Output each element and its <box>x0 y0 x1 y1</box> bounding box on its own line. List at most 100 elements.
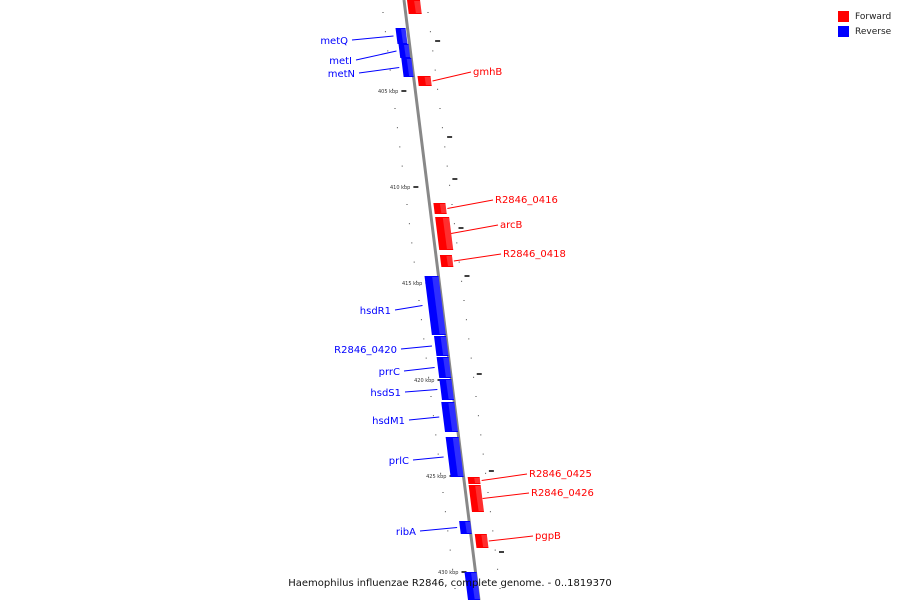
gene-label[interactable]: R2846_0425 <box>529 469 592 480</box>
gene-block[interactable] <box>467 477 481 484</box>
minor-dot <box>432 415 434 417</box>
minor-dot <box>451 204 453 205</box>
forward-swatch <box>838 11 849 22</box>
gene-leader-line <box>355 50 397 61</box>
minor-dot <box>408 223 410 225</box>
gene-leader-line <box>488 535 534 542</box>
gene-label[interactable]: gmhB <box>473 67 502 78</box>
minor-dot <box>428 376 430 378</box>
gene-leader-line <box>412 456 444 461</box>
gene-block[interactable] <box>439 379 454 400</box>
minor-dot <box>444 511 446 513</box>
gene-highlight <box>474 478 481 483</box>
gene-leader-line <box>404 389 438 393</box>
gene-block[interactable] <box>417 76 432 86</box>
minor-dot <box>441 127 443 129</box>
gene-highlight <box>424 77 432 85</box>
minor-dot <box>442 492 444 493</box>
gene-block[interactable] <box>436 357 452 378</box>
gene-block[interactable] <box>441 402 458 432</box>
gene-leader-line <box>419 527 458 532</box>
gene-block[interactable] <box>424 276 446 335</box>
gene-highlight <box>445 380 454 399</box>
minor-dot <box>463 300 465 301</box>
gene-block[interactable] <box>459 521 472 534</box>
gene-label[interactable]: hsdS1 <box>370 388 401 399</box>
gene-block[interactable] <box>434 336 449 356</box>
gene-block[interactable] <box>464 572 481 600</box>
minor-dot <box>440 472 442 474</box>
gene-block[interactable] <box>435 217 454 250</box>
gene-highlight <box>401 29 408 43</box>
gene-highlight <box>452 438 464 476</box>
minor-dot <box>473 376 475 378</box>
minor-dot <box>444 146 446 148</box>
gene-leader-line <box>358 67 400 74</box>
tick-label: 430 kbp <box>438 570 458 576</box>
gene-label[interactable]: metQ <box>320 36 348 47</box>
minor-dot <box>452 568 454 570</box>
minor-dot <box>453 223 455 225</box>
minor-dot <box>434 69 436 71</box>
gene-highlight <box>404 45 411 57</box>
minor-dot <box>492 530 494 532</box>
minor-dot <box>494 549 496 551</box>
minor-dot <box>465 319 467 321</box>
minor-dot <box>394 108 396 109</box>
gene-label[interactable]: R2846_0418 <box>503 249 566 260</box>
tick-label: 405 kbp <box>378 89 398 95</box>
gene-label[interactable]: metI <box>329 56 352 67</box>
minor-dot <box>446 165 448 167</box>
gene-block[interactable] <box>401 58 414 77</box>
gene-label[interactable]: prrC <box>379 367 400 378</box>
gene-leader-line <box>351 35 394 41</box>
minor-dot <box>384 31 386 33</box>
minor-dot <box>406 204 408 205</box>
gene-block[interactable] <box>474 534 489 548</box>
minor-dot <box>485 472 487 474</box>
gene-block[interactable] <box>395 28 408 44</box>
minor-dot <box>456 242 458 244</box>
minor-dot <box>427 12 429 13</box>
minor-dot <box>401 165 403 167</box>
gene-block[interactable] <box>439 255 454 267</box>
gene-label[interactable]: hsdR1 <box>360 306 391 317</box>
legend: Forward Reverse <box>838 9 891 39</box>
minor-dot <box>482 453 484 455</box>
minor-dot <box>382 12 384 13</box>
gene-label[interactable]: ribA <box>396 527 416 538</box>
minor-dot <box>420 319 422 321</box>
gene-label[interactable]: metN <box>328 69 355 80</box>
minor-dot <box>413 261 415 263</box>
gene-highlight <box>442 218 454 249</box>
gene-label[interactable]: R2846_0416 <box>495 195 558 206</box>
gene-leader-line <box>482 492 530 499</box>
minor-tick-dots <box>382 12 501 589</box>
gene-label[interactable]: hsdM1 <box>372 416 405 427</box>
gene-features: metQ metI metN gmhB R2846_0416 arcB R2846_0418… <box>320 0 594 600</box>
minor-dot <box>468 338 470 340</box>
gene-leader-line <box>400 345 433 350</box>
gene-block[interactable] <box>398 44 411 58</box>
reverse-swatch <box>838 26 849 37</box>
minor-dot <box>475 396 477 397</box>
minor-dot <box>497 568 499 570</box>
gene-block[interactable] <box>433 203 447 214</box>
gene-highlight <box>448 403 458 431</box>
gene-block[interactable] <box>468 485 484 512</box>
tick-label: 410 kbp <box>390 185 410 191</box>
minor-dot <box>499 588 501 589</box>
gene-label[interactable]: prlC <box>389 456 409 467</box>
minor-dot <box>461 280 463 282</box>
gene-block[interactable] <box>407 0 422 14</box>
minor-dot <box>439 108 441 109</box>
gene-block[interactable] <box>445 437 464 477</box>
gene-label[interactable]: pgpB <box>535 531 561 542</box>
gene-label[interactable]: R2846_0420 <box>334 345 397 356</box>
gene-leader-line <box>394 305 423 311</box>
gene-label[interactable]: arcB <box>500 220 523 231</box>
tick-label: 425 kbp <box>426 474 446 480</box>
gene-label[interactable]: R2846_0426 <box>531 488 594 499</box>
gene-highlight <box>432 277 446 334</box>
